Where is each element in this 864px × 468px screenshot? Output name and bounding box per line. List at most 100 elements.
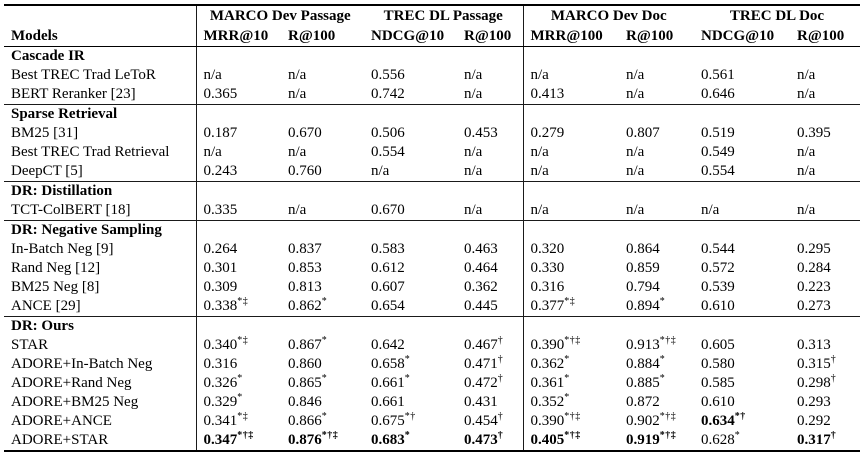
table-row: ADORE+STAR 0.347*†‡ 0.876*†‡ 0.683* 0.473† 0.… <box>4 431 860 451</box>
metric-value: n/a <box>797 67 816 83</box>
metric-value: n/a <box>626 163 645 179</box>
model-name: ADORE+STAR <box>4 431 197 451</box>
significance-marker: * <box>659 297 666 307</box>
metric-value: 0.464 <box>457 259 524 278</box>
metric-value: 0.860 <box>288 356 322 372</box>
model-name: Rand Neg [12] <box>4 259 197 278</box>
section-spacer <box>196 316 524 336</box>
section-header-row: Cascade IR <box>4 46 860 66</box>
model-name: TCT-ColBERT [18] <box>4 201 197 221</box>
metric-value: n/a <box>530 144 549 160</box>
metric-value: 0.473† <box>457 431 524 451</box>
table-row: Best TREC Trad Retrieval n/a n/a 0.554 n/a n/… <box>4 143 860 162</box>
metric-value: 0.884* <box>626 355 666 372</box>
metric-value: 0.661 <box>371 394 405 410</box>
metric-value: 0.865* <box>288 374 328 391</box>
significance-marker: *† <box>404 412 416 422</box>
metric-value: n/a <box>203 67 222 83</box>
metric-value: n/a <box>288 144 307 160</box>
significance-marker: * <box>404 374 411 384</box>
metric-value: 0.646 <box>701 86 735 102</box>
table-row: ADORE+BM25 Neg 0.329* 0.846 0.661 0.431 0.352… <box>4 393 860 412</box>
metric-value: n/a <box>797 86 816 102</box>
metric-value: 0.670 <box>371 202 405 218</box>
metric-header-r100-passage-dev: R@100 <box>281 26 364 47</box>
metric-header-r100-doc-dev: R@100 <box>619 26 694 47</box>
model-name: DeepCT [5] <box>4 162 197 182</box>
metric-value: 0.454† <box>457 412 524 431</box>
model-name: ADORE+Rand Neg <box>4 374 197 393</box>
metric-value: 0.859 <box>626 260 660 276</box>
significance-marker: * <box>659 355 666 365</box>
section-spacer <box>523 220 860 240</box>
metric-value: n/a <box>626 67 645 83</box>
table-row: ANCE [29] 0.338*‡ 0.862* 0.654 0.445 0.377*‡ 0… <box>4 297 860 317</box>
metric-value: 0.554 <box>371 144 405 160</box>
group-header-row: MARCO Dev Passage TREC DL Passage MARCO … <box>4 5 860 26</box>
metric-header-ndcg10-doc: NDCG@10 <box>694 26 790 47</box>
metric-value: 0.585 <box>701 375 735 391</box>
metric-value: 0.837 <box>288 241 322 257</box>
group-header-marco-dev-doc: MARCO Dev Doc <box>550 8 667 24</box>
metric-value: n/a <box>457 201 524 221</box>
metric-value: 0.554 <box>701 163 735 179</box>
significance-marker: * <box>237 393 243 403</box>
metric-value: n/a <box>288 202 307 218</box>
significance-marker: † <box>497 336 504 346</box>
models-column-header: Models <box>4 26 197 47</box>
metric-value: 0.658* <box>371 355 411 372</box>
section-title: DR: Distillation <box>4 181 197 201</box>
metric-value: 0.628* <box>701 431 741 448</box>
model-name: BM25 [31] <box>4 124 197 143</box>
section-spacer <box>196 104 524 124</box>
metric-header-row: Models MRR@10 R@100 NDCG@10 R@100 MRR@10… <box>4 26 860 47</box>
metric-value: 0.583 <box>371 241 405 257</box>
significance-marker: * <box>734 431 741 441</box>
section-spacer <box>196 181 524 201</box>
significance-marker: *†‡ <box>237 431 254 441</box>
metric-value: 0.390*†‡ <box>530 336 581 353</box>
metric-value: 0.539 <box>701 279 735 295</box>
metric-value: 0.293 <box>797 394 831 410</box>
metric-value: 0.506 <box>371 125 405 141</box>
metric-header-r100-doc-dl: R@100 <box>790 26 860 47</box>
model-name: ADORE+In-Batch Neg <box>4 355 197 374</box>
metric-header-mrr100: MRR@100 <box>523 26 619 47</box>
metric-value: 0.549 <box>701 144 735 160</box>
metric-value: 0.362 <box>457 278 524 297</box>
model-name: Best TREC Trad Retrieval <box>4 143 197 162</box>
metric-value: 0.463 <box>457 240 524 259</box>
metric-value: n/a <box>457 85 524 105</box>
model-name: Best TREC Trad LeToR <box>4 66 197 85</box>
significance-marker: * <box>321 412 328 422</box>
metric-header-mrr10: MRR@10 <box>196 26 281 47</box>
significance-marker: * <box>321 374 328 384</box>
metric-value: 0.315† <box>797 355 837 372</box>
metric-value: n/a <box>626 202 645 218</box>
metric-value: 0.885* <box>626 374 666 391</box>
metric-value: 0.472† <box>457 374 524 393</box>
table-row: ADORE+ANCE 0.341*‡ 0.866* 0.675*† 0.454† 0.39… <box>4 412 860 431</box>
model-name: In-Batch Neg [9] <box>4 240 197 259</box>
metric-value: n/a <box>797 144 816 160</box>
table-row: BM25 Neg [8] 0.309 0.813 0.607 0.362 0.316 0.7… <box>4 278 860 297</box>
significance-marker: * <box>659 374 666 384</box>
metric-value: 0.605 <box>701 337 735 353</box>
table-row: In-Batch Neg [9] 0.264 0.837 0.583 0.463 0.32… <box>4 240 860 259</box>
group-header-marco-dev-passage: MARCO Dev Passage <box>209 8 351 24</box>
significance-marker: * <box>237 374 243 384</box>
significance-marker: *†‡ <box>659 336 677 346</box>
model-name: BM25 Neg [8] <box>4 278 197 297</box>
metric-value: 0.431 <box>457 393 524 412</box>
metric-value: 0.330 <box>530 260 565 276</box>
significance-marker: * <box>564 355 570 365</box>
significance-marker: * <box>564 374 570 384</box>
metric-value: 0.243 <box>203 163 238 179</box>
metric-value: 0.807 <box>626 125 660 141</box>
metric-value: 0.610 <box>701 298 735 314</box>
metric-value: 0.872 <box>626 394 660 410</box>
metric-value: 0.341*‡ <box>203 412 249 429</box>
models-header-spacer <box>4 5 197 26</box>
model-name: STAR <box>4 336 197 355</box>
metric-value: 0.544 <box>701 241 735 257</box>
